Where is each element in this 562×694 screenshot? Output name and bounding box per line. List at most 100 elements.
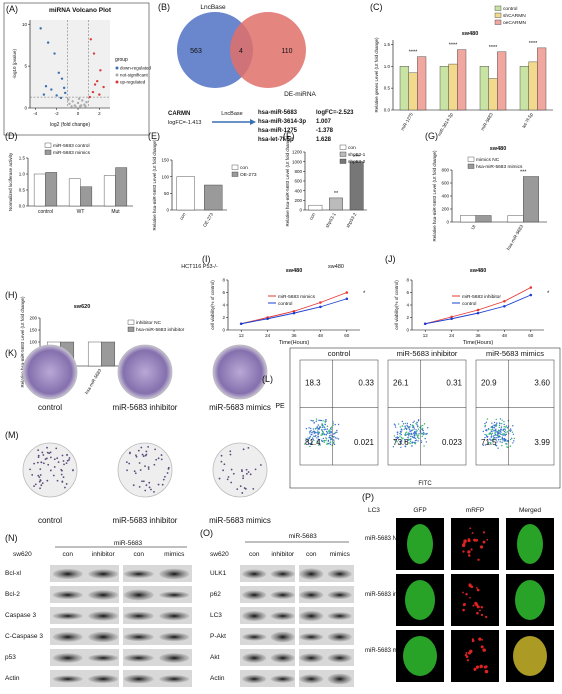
event [417, 440, 419, 442]
point [266, 317, 269, 321]
colony [148, 486, 151, 489]
row-label: ULK1 [210, 570, 227, 577]
event [317, 427, 319, 429]
event [312, 430, 314, 433]
column-label: con [63, 551, 74, 558]
event [396, 436, 398, 438]
colony [246, 472, 248, 475]
event [507, 446, 509, 448]
point [93, 83, 97, 86]
event [496, 441, 498, 443]
event [499, 428, 502, 431]
bar [497, 51, 507, 111]
x-tick-label: hsa-miR-5683 [506, 224, 525, 251]
point [76, 101, 80, 105]
point [84, 105, 87, 108]
band [159, 611, 190, 621]
bar [479, 66, 489, 111]
y-tick-label: 0 [406, 328, 409, 333]
event [498, 426, 500, 429]
panel-letter: (A) [6, 4, 18, 14]
event [504, 438, 507, 441]
colony [226, 478, 229, 481]
colony [49, 451, 52, 454]
significance: **** [529, 41, 538, 47]
event [406, 433, 409, 435]
event [503, 430, 506, 433]
bar [399, 66, 409, 111]
event [411, 445, 413, 447]
point [92, 52, 96, 55]
bar [87, 341, 102, 367]
event [321, 440, 323, 442]
colony [140, 446, 143, 449]
event [320, 419, 323, 422]
dish-label: miR-5683 mimics [209, 403, 271, 412]
y-axis-label: Normalized luciferase activity [8, 152, 13, 211]
event [321, 423, 323, 425]
colony [56, 457, 59, 460]
legend-swatch [44, 149, 52, 155]
event [416, 424, 418, 426]
row-label: P-Akt [210, 633, 226, 640]
event [495, 433, 497, 436]
colony [220, 460, 223, 463]
event [396, 437, 399, 440]
event [412, 432, 415, 435]
event [307, 439, 309, 441]
dish-label: miR-5683 mimics [209, 516, 271, 525]
event [311, 441, 313, 443]
colony [160, 454, 163, 456]
event [397, 423, 400, 425]
event [504, 433, 507, 436]
colony [142, 480, 145, 483]
event [315, 434, 317, 437]
legend-title: group [115, 57, 128, 63]
event [417, 436, 419, 438]
flow-plot [475, 359, 555, 466]
event [400, 433, 403, 436]
event [333, 443, 336, 446]
panel-letter: (L) [262, 374, 273, 384]
y-tick-label: 0 [222, 328, 225, 333]
y-tick-label: 6 [222, 290, 225, 295]
event [410, 435, 412, 438]
puncta [476, 605, 480, 609]
y-tick-label: 1000 [292, 159, 303, 164]
dish-label: miR-5683 inhibitor [113, 403, 178, 412]
x-tick-label: 36 [291, 333, 297, 338]
event [305, 438, 307, 440]
colony [66, 453, 69, 456]
band [327, 632, 352, 642]
legend-swatch [467, 163, 475, 169]
event [497, 439, 500, 441]
panel-letter: (M) [5, 430, 19, 440]
quadrant-value: 71.5 [481, 438, 497, 447]
legend-label: control [503, 6, 517, 12]
column-label: inhibitor [271, 551, 295, 558]
event [513, 440, 515, 442]
event [411, 436, 414, 438]
event [393, 435, 396, 437]
significance: * [547, 291, 550, 297]
event [501, 422, 503, 425]
event [488, 428, 490, 431]
x-tick-label: -2 [55, 111, 59, 116]
legend-label: not-significant [120, 73, 149, 78]
band [242, 569, 267, 579]
colony [220, 454, 223, 457]
event [323, 439, 326, 442]
bar [537, 47, 547, 111]
event [317, 432, 320, 435]
colony [153, 490, 155, 493]
event [496, 431, 499, 433]
point [62, 86, 66, 90]
event [307, 437, 309, 439]
event [409, 433, 411, 436]
puncta [479, 545, 484, 549]
colony [135, 454, 137, 457]
legend-swatch [339, 144, 347, 150]
event [399, 435, 401, 437]
bar [45, 172, 58, 207]
event [413, 441, 416, 444]
